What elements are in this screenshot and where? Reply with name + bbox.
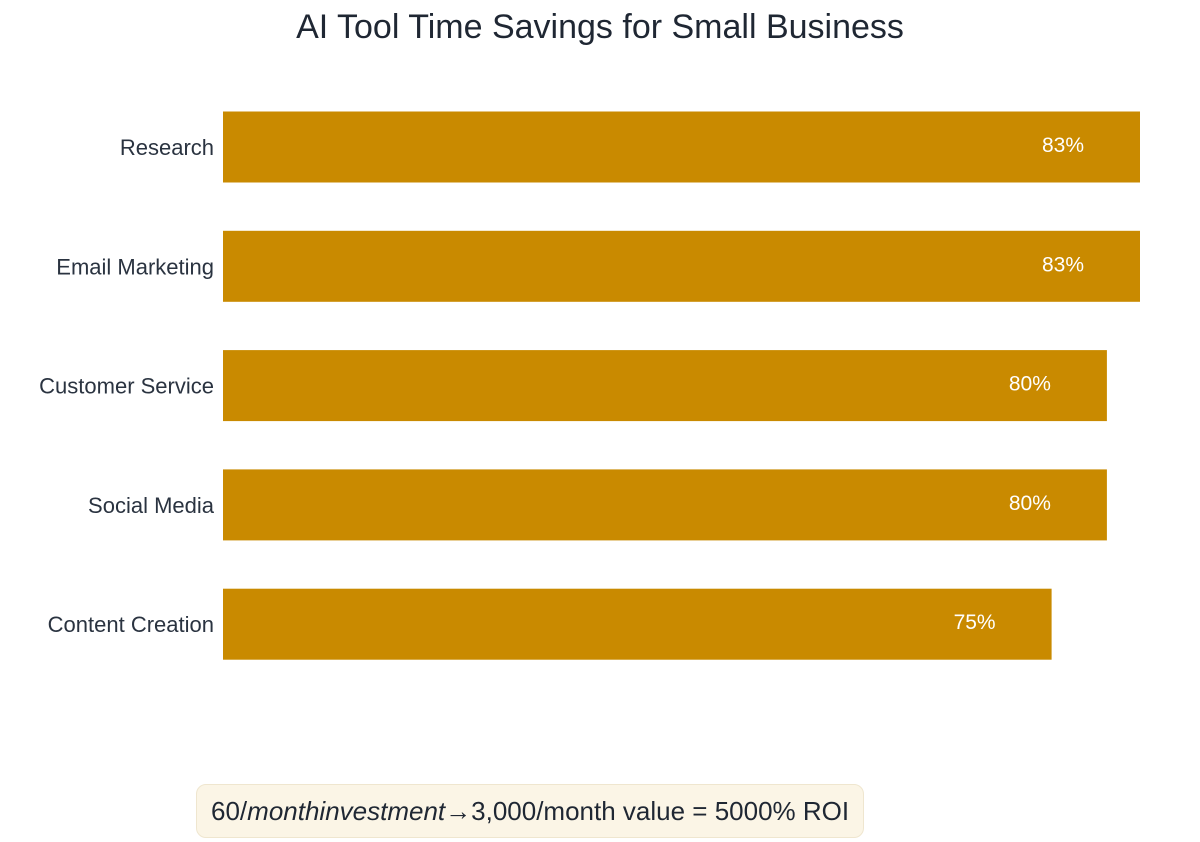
- category-label: Social Media: [88, 493, 215, 518]
- category-label: Research: [120, 135, 214, 160]
- category-label: Content Creation: [48, 612, 214, 637]
- bar-email-marketing: [223, 230, 1140, 302]
- roi-text-part3: →3,000/month value = 5000% ROI: [445, 795, 850, 826]
- bar-customer-service: [223, 350, 1107, 422]
- value-label: 83%: [1042, 253, 1084, 276]
- category-label: Customer Service: [39, 374, 214, 399]
- roi-text-part1: 60/: [211, 795, 248, 826]
- value-label: 75%: [954, 611, 996, 634]
- bar-social-media: [223, 469, 1107, 541]
- value-label: 83%: [1042, 134, 1084, 157]
- roi-text-part2: monthinvestment: [247, 795, 446, 826]
- category-label: Email Marketing: [56, 254, 214, 279]
- chart-title: AI Tool Time Savings for Small Business: [296, 8, 904, 46]
- bar-research: [223, 111, 1140, 183]
- roi-summary-box: 60/monthinvestment →3,000/month value = 5…: [196, 784, 865, 838]
- value-label: 80%: [1009, 373, 1051, 396]
- bar-chart: Research 83% Email Marketing 83% Customer Se…: [39, 111, 1140, 660]
- bar-content-creation: [223, 588, 1052, 660]
- value-label: 80%: [1009, 492, 1051, 515]
